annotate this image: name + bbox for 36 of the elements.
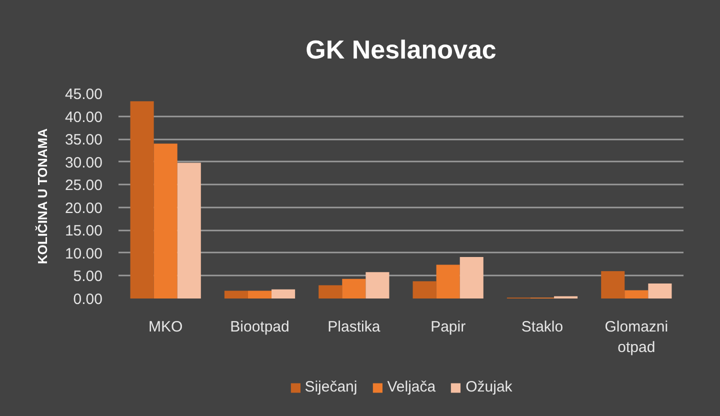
bar (342, 278, 366, 298)
bar (366, 272, 390, 298)
x-tick-label: MKO (148, 318, 183, 336)
bar (154, 144, 178, 298)
bar (601, 271, 625, 298)
y-tick-label: 20.00 (64, 200, 103, 217)
x-tick-label: Biootpad (230, 318, 290, 336)
bar (248, 290, 272, 298)
y-tick-label: 0.00 (73, 291, 103, 308)
legend-label: Siječanj (304, 378, 358, 396)
bar (648, 283, 672, 298)
bar (130, 101, 154, 298)
y-tick-label: 35.00 (64, 132, 103, 149)
bar (272, 289, 296, 298)
bar (224, 290, 248, 298)
legend-label: Veljača (387, 378, 436, 396)
y-tick-label: 10.00 (64, 245, 103, 262)
chart-title: GK Neslanovac (306, 34, 496, 64)
y-tick-label: 45.00 (64, 86, 103, 103)
x-tick-label: Papir (430, 318, 466, 336)
bar (624, 290, 648, 298)
x-tick-label: Glomazni otpad (604, 318, 668, 356)
y-tick-label: 30.00 (64, 154, 103, 172)
y-tick-label: 5.00 (73, 268, 103, 286)
y-tick-label: 25.00 (64, 177, 103, 194)
y-tick-label: 15.00 (64, 222, 103, 240)
y-tick-label: 40.00 (64, 108, 103, 126)
y-axis-title: KOLIČINA U TONAMA (34, 128, 50, 264)
x-tick-label: Plastika (328, 318, 381, 336)
bar (177, 162, 201, 298)
legend-label: Ožujak (466, 378, 512, 396)
bar (318, 285, 342, 298)
bar (412, 281, 436, 298)
bar (436, 264, 460, 298)
bar (460, 257, 484, 298)
x-tick-label: Staklo (521, 318, 564, 336)
